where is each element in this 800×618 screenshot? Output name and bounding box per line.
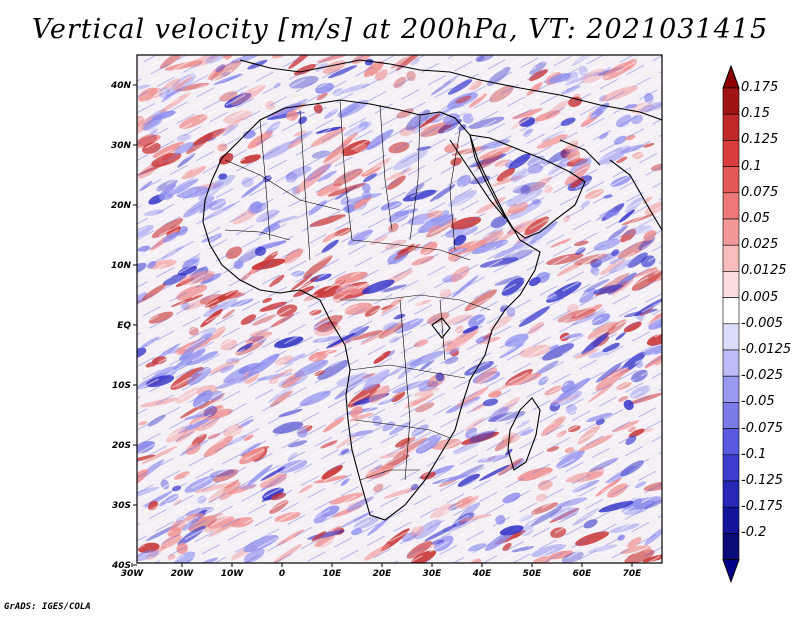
lat-tick-label: 10N: [111, 261, 132, 271]
madagascar-coastline: [507, 397, 541, 471]
lat-tick-label: 20S: [112, 441, 131, 451]
colorbar-swatch: [722, 166, 740, 194]
colorbar-swatch: [722, 533, 740, 560]
europe-coastline: [239, 59, 662, 121]
colorbar-swatch: [722, 402, 740, 429]
colorbar-label: 0.125: [741, 132, 779, 148]
lon-tick-label: 30E: [423, 569, 443, 579]
colorbar-swatch: [722, 192, 740, 220]
colorbar-label: 0.025: [741, 237, 779, 253]
arabia-coastline: [469, 134, 586, 239]
colorbar-label: -0.025: [741, 368, 783, 384]
colorbar-label: -0.1: [741, 446, 767, 462]
colorbar-swatch: [722, 349, 740, 377]
lat-tick-label: 10S: [112, 381, 131, 391]
lon-tick-label: 20W: [171, 569, 195, 579]
colorbar-swatch: [722, 271, 740, 298]
persian-gulf: [559, 139, 601, 166]
lat-tick-label: EQ: [117, 321, 131, 331]
lon-tick-label: 50E: [523, 569, 543, 579]
colorbar-label: 0.05: [741, 211, 770, 226]
lat-tick-label: 20N: [111, 201, 132, 211]
africa-coastline: [202, 99, 541, 521]
lat-tick-label: 30S: [112, 501, 131, 511]
lon-tick-label: 70E: [623, 569, 643, 579]
colorbar-swatch: [722, 113, 740, 141]
colorbar-label: -0.005: [741, 315, 783, 331]
lon-tick-label: 30W: [121, 569, 145, 579]
colorbar-label: 0.0125: [741, 263, 787, 279]
colorbar-label: 0.175: [741, 80, 779, 95]
lon-tick-label: 40E: [472, 569, 493, 579]
lat-tick-label: 40S: [111, 561, 131, 571]
colorbar-swatch: [722, 297, 740, 325]
india-coastline: [609, 159, 662, 231]
coastlines: [202, 59, 662, 521]
red-sea: [449, 139, 506, 219]
colorbar-swatch: [722, 323, 740, 351]
colorbar-label: 0.005: [741, 289, 779, 305]
longitude-axis: 30W 20W 10W 0 10E 20E 30E 40E 50E 60E 70E: [121, 563, 642, 579]
lake-victoria: [431, 317, 451, 339]
lon-tick-label: 10W: [221, 569, 245, 579]
colorbar-swatch: [722, 375, 740, 403]
colorbar-label: 0.075: [741, 184, 779, 200]
colorbar-label: -0.2: [741, 525, 767, 541]
colorbar-swatch: [722, 428, 740, 456]
colorbar-label: 0.1: [741, 158, 762, 174]
colorbar-label: -0.0125: [741, 342, 792, 357]
colorbar-label: -0.075: [741, 420, 783, 436]
country-borders: [224, 99, 491, 481]
colorbar-swatch: [722, 506, 740, 534]
lat-tick-label: 40N: [110, 81, 132, 91]
colorbar-swatch: [722, 218, 740, 246]
colorbar-swatch: [722, 454, 740, 482]
lon-tick-label: 60E: [573, 569, 593, 579]
colorbar-swatch: [722, 87, 740, 115]
lon-tick-label: 0: [279, 569, 285, 579]
map-frame: [136, 54, 663, 564]
colorbar-label: 0.15: [741, 106, 770, 122]
colorbar: [722, 64, 740, 584]
colorbar-swatch: [722, 140, 740, 167]
colorbar-bottom-arrow: [722, 559, 740, 584]
colorbar-label: -0.175: [741, 499, 783, 515]
lat-tick-label: 30N: [111, 141, 132, 151]
colorbar-top-arrow: [722, 64, 740, 89]
latitude-axis: 40N 30N 20N 10N EQ 10S 20S 30S 40S: [110, 81, 137, 571]
colorbar-swatch: [722, 244, 740, 272]
lon-tick-label: 20E: [373, 569, 393, 579]
grads-credit: GrADS: IGES/COLA: [4, 602, 91, 612]
colorbar-label: -0.05: [741, 394, 775, 410]
colorbar-label: -0.125: [741, 473, 783, 488]
flow-streak-texture: [137, 55, 662, 563]
colorbar-swatch: [722, 480, 740, 508]
lon-tick-label: 10E: [323, 569, 343, 579]
chart-title: Vertical velocity [m/s] at 200hPa, VT: 2…: [31, 14, 769, 45]
